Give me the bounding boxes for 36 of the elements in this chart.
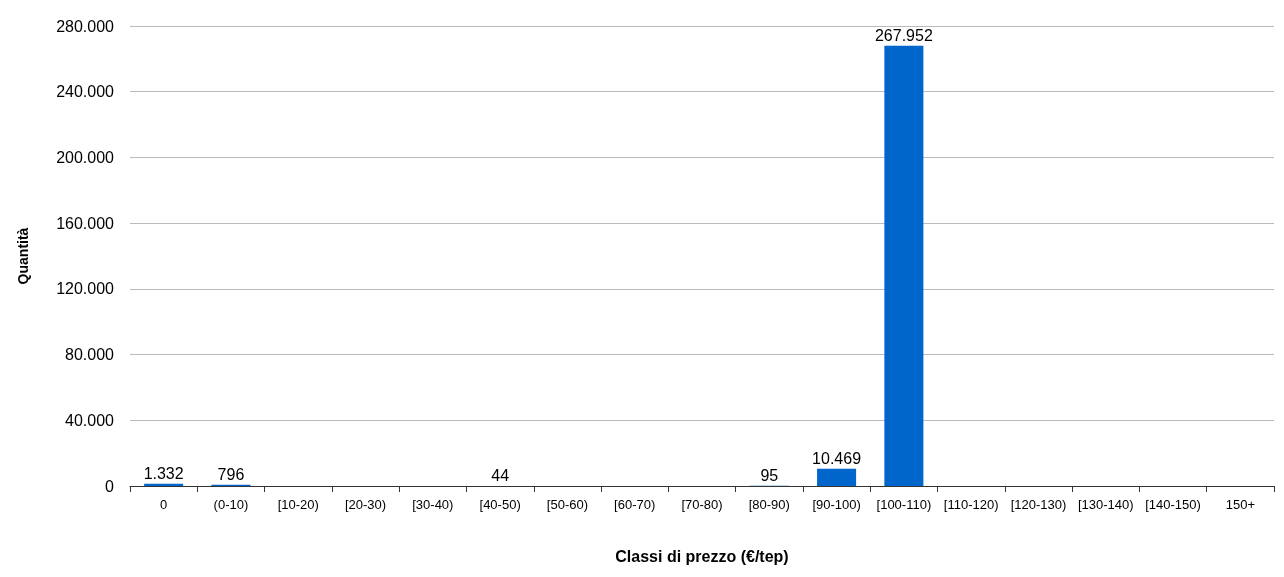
x-tick-label: [30-40) <box>412 497 454 512</box>
bar <box>817 468 857 486</box>
data-label: 267.952 <box>874 27 933 45</box>
x-tick-label: [90-100) <box>812 497 861 512</box>
x-tick-label: [110-120) <box>943 497 999 512</box>
y-tick-label: 0 <box>105 477 115 495</box>
y-tick-label: 200.000 <box>56 148 115 166</box>
y-tick-label: 80.000 <box>65 346 115 364</box>
y-tick-label: 160.000 <box>56 214 115 232</box>
x-tick-label: 0 <box>160 497 168 512</box>
bar <box>884 45 924 486</box>
data-label: 796 <box>217 466 245 484</box>
x-axis-title: Classi di prezzo (€/tep) <box>615 547 789 565</box>
x-tick-label: [10-20) <box>277 497 319 512</box>
x-tick-label: 150+ <box>1225 497 1255 512</box>
y-tick-label: 120.000 <box>56 280 115 298</box>
x-tick-label: [50-60) <box>546 497 589 512</box>
bar <box>144 483 184 486</box>
y-axis-title: Quantità <box>15 227 31 285</box>
y-tick-label: 240.000 <box>56 83 115 101</box>
y-tick-label: 40.000 <box>65 411 115 429</box>
x-tick-label: (0-10) <box>213 497 249 512</box>
x-tick-label: [20-30) <box>344 497 387 512</box>
x-tick-label: [120-130) <box>1010 497 1067 512</box>
data-label: 95 <box>760 467 779 485</box>
x-tick-label: [140-150) <box>1145 497 1201 512</box>
x-tick-label: [80-90) <box>748 497 790 512</box>
data-label: 10.469 <box>812 450 862 468</box>
y-tick-label: 280.000 <box>56 17 115 35</box>
data-label: 1.332 <box>143 465 184 483</box>
x-tick-label: [60-70) <box>614 497 656 512</box>
x-tick-label: [100-110) <box>876 497 932 512</box>
data-label: 44 <box>491 467 510 485</box>
x-tick-label: [70-80) <box>681 497 723 512</box>
x-tick-label: [40-50) <box>479 497 521 512</box>
x-tick-label: [130-140) <box>1077 497 1134 512</box>
